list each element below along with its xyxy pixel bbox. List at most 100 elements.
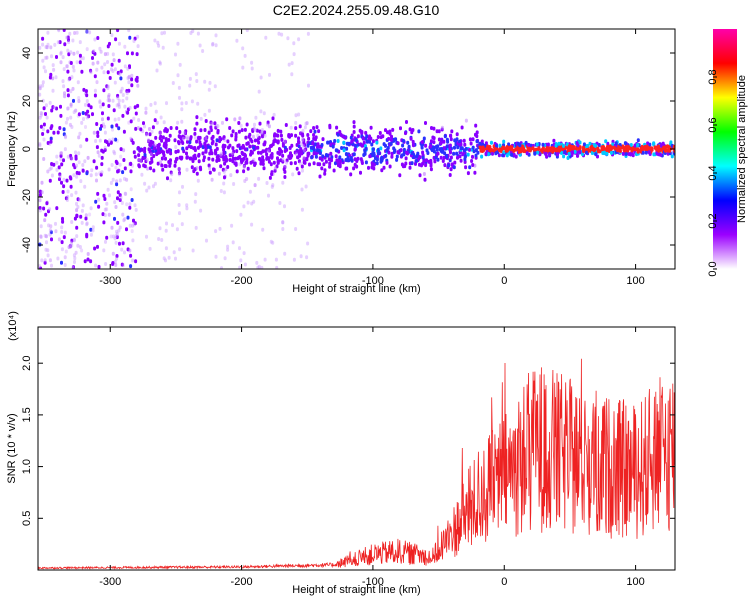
heatmap-cell xyxy=(230,133,234,138)
heatmap-cell xyxy=(103,213,107,218)
heatmap-cell xyxy=(62,132,66,137)
heatmap-cell xyxy=(141,155,145,160)
heatmap-cell xyxy=(209,148,213,153)
y-tick-label: 1.5 xyxy=(21,407,33,422)
heatmap-cell xyxy=(614,141,618,146)
heatmap-cell xyxy=(255,128,259,133)
heatmap-cell xyxy=(353,147,357,152)
heatmap-cell xyxy=(193,135,197,140)
heatmap-cell xyxy=(161,151,165,155)
heatmap-cell xyxy=(79,214,83,219)
heatmap-cell xyxy=(94,199,98,204)
heatmap-cell xyxy=(253,138,257,143)
heatmap-cell xyxy=(85,47,89,52)
heatmap-cell xyxy=(204,136,208,141)
heatmap-cell xyxy=(287,62,291,67)
heatmap-cell xyxy=(89,105,93,110)
heatmap-cell xyxy=(62,67,66,72)
heatmap-cell xyxy=(81,163,85,167)
heatmap-cell xyxy=(76,50,80,55)
heatmap-cell xyxy=(195,166,199,171)
heatmap-cell xyxy=(298,149,301,154)
heatmap-cell xyxy=(133,105,137,110)
heatmap-cell xyxy=(310,155,314,160)
heatmap-cell xyxy=(297,140,301,145)
heatmap-cell xyxy=(189,136,193,141)
heatmap-cell xyxy=(84,111,88,116)
heatmap-cell xyxy=(328,164,332,169)
heatmap-cell xyxy=(318,156,322,161)
heatmap-cell xyxy=(106,116,110,121)
heatmap-cell xyxy=(410,161,414,166)
heatmap-cell xyxy=(602,150,606,155)
heatmap-cell xyxy=(84,216,88,221)
heatmap-cell xyxy=(89,232,93,237)
heatmap-cell xyxy=(531,146,535,151)
heatmap-cell xyxy=(281,141,285,146)
heatmap-cell xyxy=(304,121,308,126)
heatmap-cell xyxy=(55,167,59,172)
heatmap-cell xyxy=(220,151,223,156)
heatmap-cell xyxy=(108,76,112,80)
colorbar-tick-label: 0.8 xyxy=(707,69,719,84)
heatmap-cell xyxy=(113,236,117,241)
x-axis-label: Height of straight line (km) xyxy=(292,584,420,596)
heatmap-cell xyxy=(158,226,162,231)
heatmap-cell xyxy=(77,99,81,104)
heatmap-cell xyxy=(473,170,477,175)
heatmap-cell xyxy=(124,192,128,196)
heatmap-cell xyxy=(49,136,53,141)
heatmap-cell xyxy=(109,234,113,239)
heatmap-cell xyxy=(96,60,100,65)
heatmap-cell xyxy=(332,168,336,173)
heatmap-cell xyxy=(281,157,285,162)
heatmap-cell xyxy=(300,164,304,169)
heatmap-cell xyxy=(123,104,127,109)
heatmap-cell xyxy=(216,128,220,133)
heatmap-cell xyxy=(379,146,383,151)
x-tick-label: -200 xyxy=(231,576,253,588)
heatmap-cell xyxy=(290,143,294,148)
heatmap-cell xyxy=(62,158,65,163)
x-tick-label: -100 xyxy=(362,576,384,588)
heatmap-cell xyxy=(299,254,303,259)
heatmap-cell xyxy=(207,87,211,92)
heatmap-cell xyxy=(238,162,242,167)
heatmap-cell xyxy=(69,156,73,161)
heatmap-cell xyxy=(287,134,291,138)
heatmap-cell xyxy=(455,132,459,137)
heatmap-cell xyxy=(152,168,156,173)
heatmap-cell xyxy=(352,166,356,171)
heatmap-cell xyxy=(113,67,117,72)
heatmap-cell xyxy=(54,229,58,234)
heatmap-cell xyxy=(367,165,370,170)
heatmap-cell xyxy=(43,56,47,60)
heatmap-cell xyxy=(260,128,264,132)
heatmap-cell xyxy=(246,166,250,171)
heatmap-cell xyxy=(242,164,246,169)
heatmap-cell xyxy=(81,111,85,115)
heatmap-cell xyxy=(387,136,391,141)
heatmap-cell xyxy=(272,112,276,117)
heatmap-cell xyxy=(164,246,168,251)
heatmap-cell xyxy=(219,164,223,169)
heatmap-cell xyxy=(123,176,126,181)
heatmap-cell xyxy=(230,223,234,228)
heatmap-cell xyxy=(196,178,200,183)
heatmap-cell xyxy=(103,62,107,67)
heatmap-cell xyxy=(612,145,616,150)
heatmap-cell xyxy=(116,93,120,98)
heatmap-cell xyxy=(188,76,192,81)
heatmap-cell xyxy=(421,161,425,166)
heatmap-cell xyxy=(106,84,110,89)
heatmap-cell xyxy=(221,167,225,172)
heatmap-cell xyxy=(512,152,516,157)
heatmap-cell xyxy=(172,250,176,255)
heatmap-cell xyxy=(468,147,471,152)
chart-title: C2E2.2024.255.09.48.G10 xyxy=(272,2,440,18)
heatmap-cell xyxy=(69,102,73,107)
heatmap-cell xyxy=(297,159,301,164)
heatmap-cell xyxy=(321,137,325,142)
heatmap-cell xyxy=(50,237,53,242)
heatmap-cell xyxy=(415,154,419,158)
